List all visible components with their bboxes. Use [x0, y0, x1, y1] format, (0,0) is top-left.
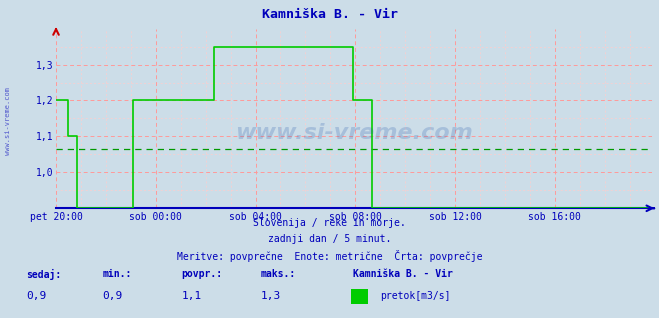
Text: sedaj:: sedaj: [26, 269, 61, 280]
Text: 0,9: 0,9 [102, 291, 123, 301]
Text: www.si-vreme.com: www.si-vreme.com [235, 123, 473, 143]
Text: maks.:: maks.: [260, 269, 295, 279]
Text: Kamniška B. - Vir: Kamniška B. - Vir [353, 269, 453, 279]
Text: min.:: min.: [102, 269, 132, 279]
Text: zadnji dan / 5 minut.: zadnji dan / 5 minut. [268, 234, 391, 244]
Text: Kamniška B. - Vir: Kamniška B. - Vir [262, 8, 397, 21]
Text: Slovenija / reke in morje.: Slovenija / reke in morje. [253, 218, 406, 228]
Text: 1,1: 1,1 [181, 291, 202, 301]
Text: 0,9: 0,9 [26, 291, 47, 301]
Text: www.si-vreme.com: www.si-vreme.com [5, 87, 11, 155]
Text: povpr.:: povpr.: [181, 269, 222, 279]
Text: Meritve: povprečne  Enote: metrične  Črta: povprečje: Meritve: povprečne Enote: metrične Črta:… [177, 250, 482, 262]
Text: 1,3: 1,3 [260, 291, 281, 301]
Text: pretok[m3/s]: pretok[m3/s] [380, 291, 451, 301]
